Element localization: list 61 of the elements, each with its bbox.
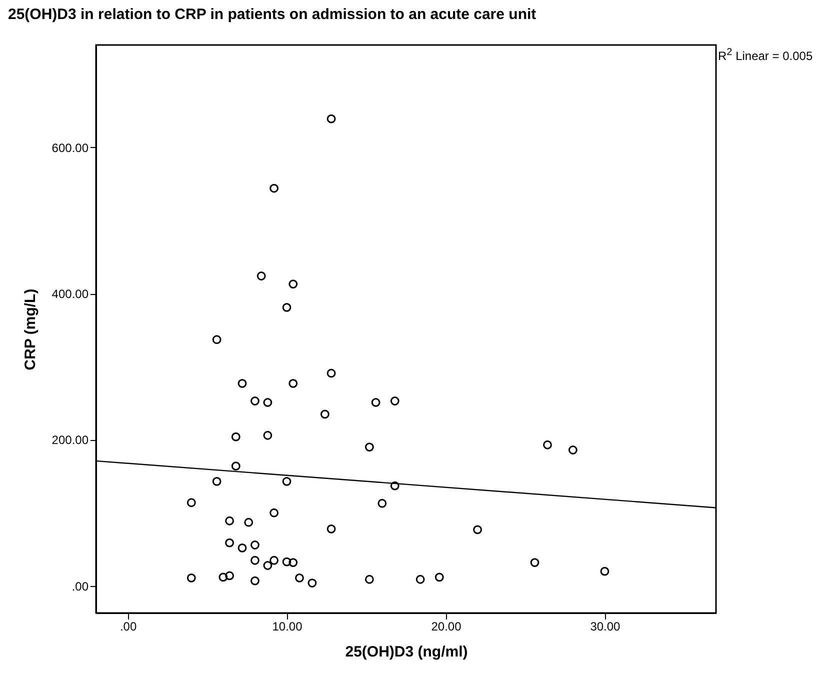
point xyxy=(212,476,222,486)
y-tick-label: 200.00 xyxy=(52,433,89,448)
point xyxy=(288,280,298,288)
point xyxy=(250,576,260,586)
point xyxy=(600,566,610,576)
x-tick-label: 20.00 xyxy=(431,620,462,634)
point xyxy=(308,578,317,588)
point xyxy=(416,574,425,584)
point xyxy=(434,572,444,582)
point xyxy=(225,538,234,548)
point xyxy=(225,516,234,526)
point xyxy=(326,524,336,534)
text: R$^{2}$ Linear = 0.005 xyxy=(718,47,813,63)
point xyxy=(530,558,540,568)
point xyxy=(364,442,374,452)
x-tick-label: .00 xyxy=(120,620,137,634)
point xyxy=(543,440,552,450)
point xyxy=(288,379,298,388)
point xyxy=(378,498,387,508)
point xyxy=(250,396,260,406)
point xyxy=(270,556,279,565)
point xyxy=(390,396,400,406)
point xyxy=(282,476,292,486)
point xyxy=(282,557,292,566)
y-tick-label: 400.00 xyxy=(52,287,89,302)
point xyxy=(263,398,272,407)
point xyxy=(231,432,240,442)
point xyxy=(218,572,228,582)
point xyxy=(225,571,234,580)
point xyxy=(238,543,247,552)
point xyxy=(250,540,260,550)
x-tick-label: 30.00 xyxy=(590,620,621,634)
point xyxy=(364,574,374,584)
point xyxy=(371,398,380,407)
x-axis-title: 25(OH)D3 (ng/ml) xyxy=(345,644,468,660)
point xyxy=(473,525,482,534)
y-axis-title: CRP (mg/L) xyxy=(22,288,39,370)
point xyxy=(244,518,254,527)
point xyxy=(263,430,272,440)
point xyxy=(186,498,196,508)
y-tick-label: .00 xyxy=(72,579,89,594)
point xyxy=(320,410,330,419)
point xyxy=(212,335,222,344)
point xyxy=(231,462,240,471)
point xyxy=(270,508,279,518)
point xyxy=(238,379,247,388)
point xyxy=(270,184,279,193)
point xyxy=(288,558,298,568)
point xyxy=(295,573,304,582)
point xyxy=(256,272,266,280)
point xyxy=(263,561,272,570)
chart-title: 25(OH)D3 in relation to CRP in patients on admission to an acute care unit xyxy=(8,6,536,23)
x-tick-label: 10.00 xyxy=(272,620,303,634)
point xyxy=(250,556,260,565)
point xyxy=(186,573,196,582)
point xyxy=(568,446,578,454)
y-tick-label: 600.00 xyxy=(52,140,89,155)
point xyxy=(326,114,336,124)
point xyxy=(326,368,336,378)
point xyxy=(390,481,400,490)
point xyxy=(282,302,292,312)
